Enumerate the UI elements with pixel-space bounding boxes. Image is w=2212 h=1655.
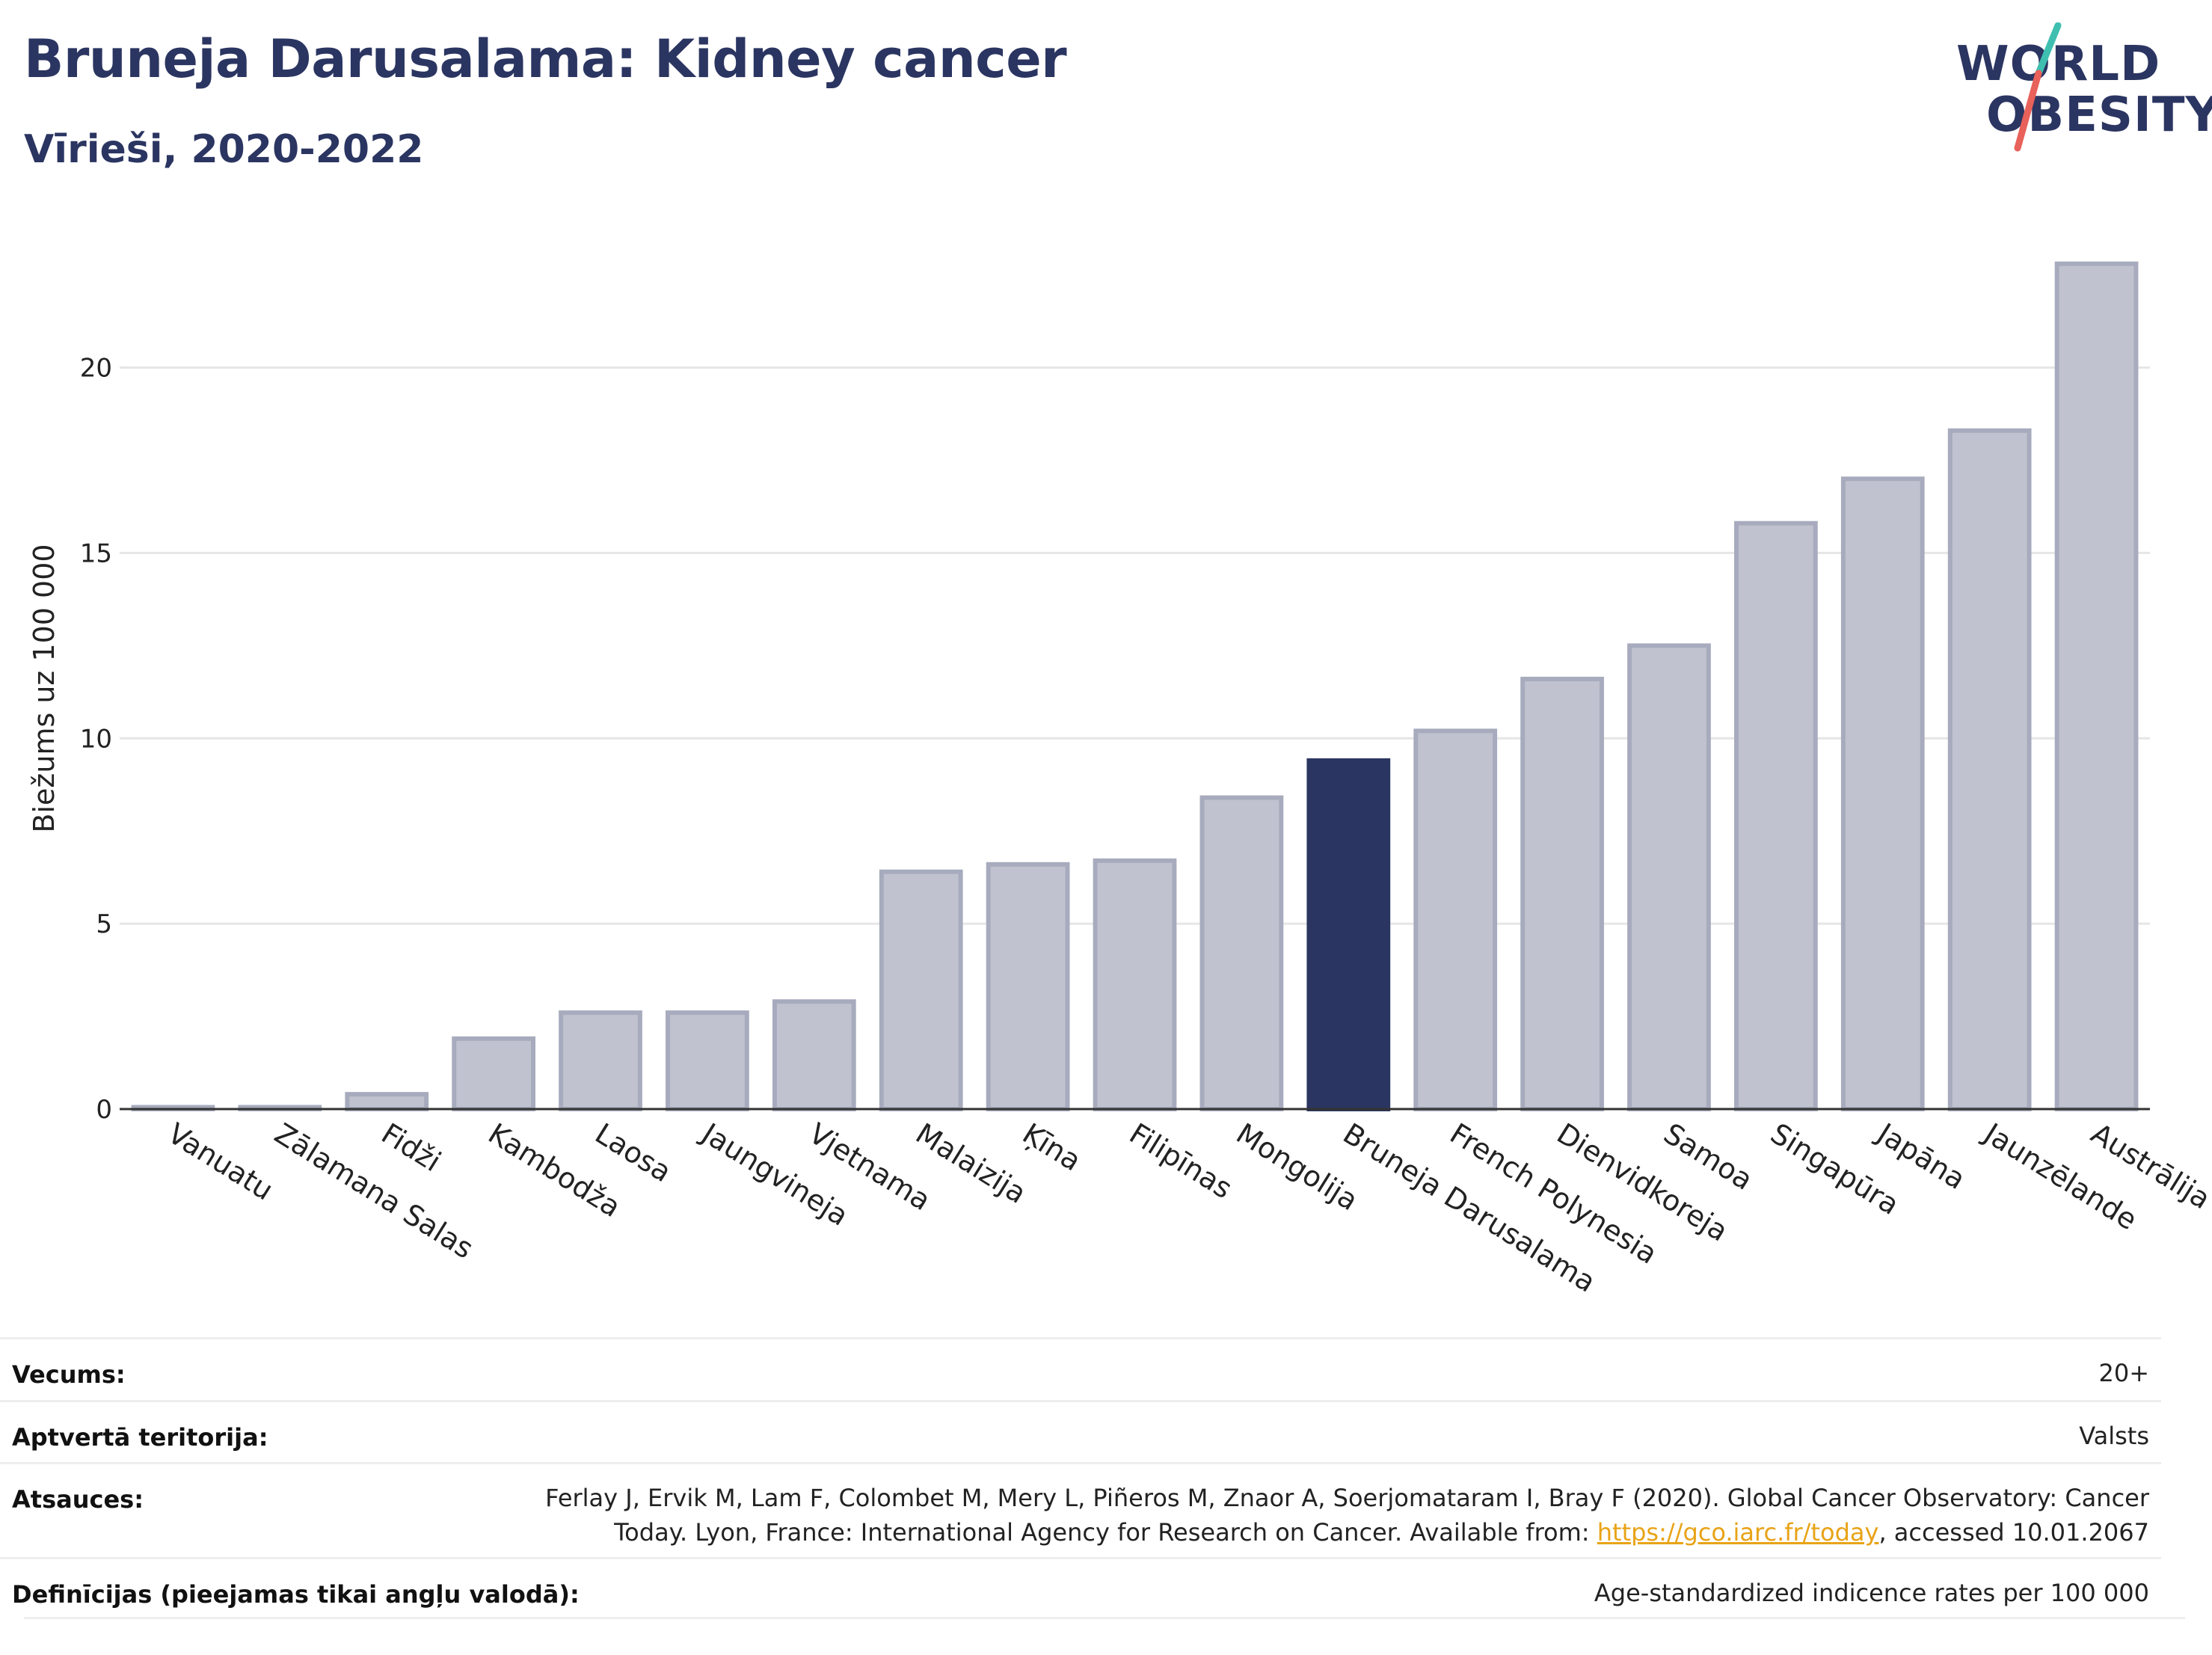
bar [879, 869, 963, 1111]
bar [1840, 476, 1925, 1111]
bar [2054, 261, 2139, 1111]
x-tick-label: Vanuatu [162, 1117, 279, 1206]
meta-value: Age-standardized indicence rates per 100… [1594, 1579, 2149, 1607]
reference-line-2: Today. Lyon, France: International Agenc… [545, 1515, 2149, 1550]
x-tick-label: Filipīnas [1124, 1117, 1238, 1205]
meta-row-references: Atsauces: Ferlay J, Ervik M, Lam F, Colo… [0, 1462, 2161, 1558]
meta-value: Valsts [2079, 1422, 2149, 1450]
reference-line-1: Ferlay J, Ervik M, Lam F, Colombet M, Me… [545, 1484, 2149, 1512]
y-tick-label: 5 [96, 909, 112, 939]
meta-label: Definīcijas (pieejamas tikai angļu valod… [12, 1580, 580, 1609]
y-tick-label: 10 [80, 724, 112, 754]
reference-text: Ferlay J, Ervik M, Lam F, Colombet M, Me… [545, 1481, 2149, 1550]
meta-label: Vecums: [12, 1360, 126, 1389]
bar [1733, 521, 1818, 1111]
meta-bottom-divider [24, 1617, 2185, 1619]
bar [772, 999, 856, 1111]
y-axis-title: Biežums uz 100 000 [28, 544, 61, 832]
meta-label: Aptvertā teritorija: [12, 1423, 268, 1452]
bar [1199, 795, 1284, 1111]
bar-highlight [1306, 758, 1391, 1111]
y-tick-label: 20 [80, 354, 112, 384]
bar [452, 1036, 536, 1111]
bar [666, 1010, 749, 1111]
logo-slash-icon [2014, 22, 2062, 152]
meta-row-definitions: Definīcijas (pieejamas tikai angļu valod… [0, 1557, 2161, 1619]
bar [1413, 728, 1498, 1112]
bar [345, 1092, 429, 1111]
meta-value: 20+ [2098, 1359, 2149, 1387]
logo-word-line1: WORLD [1956, 37, 2161, 92]
reference-link[interactable]: https://gco.iarc.fr/today [1597, 1518, 1879, 1547]
x-tick-label: Mongolija [1231, 1117, 1364, 1217]
x-tick-label: Fidži [375, 1117, 446, 1178]
reference-line-2-post: , accessed 10.01.2067 [1878, 1518, 2149, 1547]
x-tick-label: Ķīna [1017, 1117, 1087, 1177]
bar [1627, 643, 1711, 1111]
x-tick-label: Zālamana Salas [269, 1117, 479, 1265]
page-subtitle: Vīrieši, 2020-2022 [24, 127, 424, 172]
y-tick-label: 0 [96, 1095, 112, 1125]
y-tick-label: 15 [80, 538, 112, 568]
x-tick-label: Laosa [589, 1117, 677, 1188]
meta-label: Atsauces: [12, 1485, 144, 1514]
reference-line-2-pre: Today. Lyon, France: International Agenc… [614, 1518, 1597, 1547]
world-obesity-logo: WORLD OBESITY [1952, 22, 2212, 157]
meta-row-territory: Aptvertā teritorija: Valsts [0, 1400, 2161, 1462]
bar-chart: 0 5 10 15 20 Biežums uz 100 000 VanuatuZālaman… [28, 261, 2212, 1299]
bar [986, 862, 1070, 1111]
bar [559, 1010, 642, 1111]
meta-row-age: Vecums: 20+ [0, 1337, 2161, 1399]
bar [1947, 428, 2032, 1111]
page-title: Bruneja Darusalama: Kidney cancer [24, 28, 1067, 90]
bar [1520, 676, 1604, 1111]
bar [1093, 858, 1177, 1111]
